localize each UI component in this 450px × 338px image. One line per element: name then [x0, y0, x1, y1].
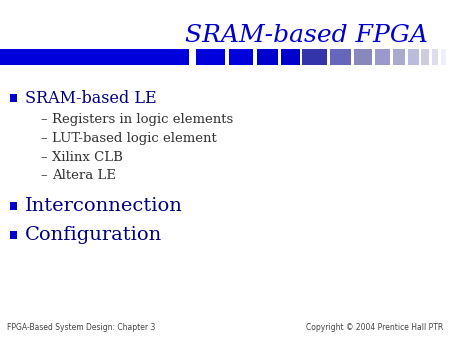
- Bar: [441, 49, 446, 65]
- Bar: [408, 49, 419, 65]
- Text: Registers in logic elements: Registers in logic elements: [52, 114, 233, 126]
- Text: Copyright © 2004 Prentice Hall PTR: Copyright © 2004 Prentice Hall PTR: [306, 323, 443, 332]
- Text: –: –: [40, 151, 47, 164]
- Bar: [421, 49, 429, 65]
- Bar: [256, 49, 278, 65]
- Bar: [196, 49, 225, 65]
- Text: SRAM-based LE: SRAM-based LE: [25, 90, 157, 106]
- Text: Configuration: Configuration: [25, 226, 162, 244]
- Text: Altera LE: Altera LE: [52, 169, 116, 182]
- Bar: [229, 49, 253, 65]
- Text: –: –: [40, 114, 47, 126]
- Text: LUT-based logic element: LUT-based logic element: [52, 132, 216, 145]
- Bar: [10, 231, 17, 239]
- Bar: [354, 49, 372, 65]
- Bar: [375, 49, 390, 65]
- Bar: [10, 94, 17, 102]
- Text: Interconnection: Interconnection: [25, 197, 183, 215]
- Text: –: –: [40, 132, 47, 145]
- Bar: [432, 49, 438, 65]
- Bar: [302, 49, 327, 65]
- Text: –: –: [40, 169, 47, 182]
- Bar: [330, 49, 351, 65]
- Bar: [281, 49, 300, 65]
- Bar: [10, 202, 17, 210]
- Bar: [0, 49, 189, 65]
- Text: Xilinx CLB: Xilinx CLB: [52, 151, 122, 164]
- Text: SRAM-based FPGA: SRAM-based FPGA: [184, 24, 428, 47]
- Bar: [393, 49, 405, 65]
- Text: FPGA-Based System Design: Chapter 3: FPGA-Based System Design: Chapter 3: [7, 323, 155, 332]
